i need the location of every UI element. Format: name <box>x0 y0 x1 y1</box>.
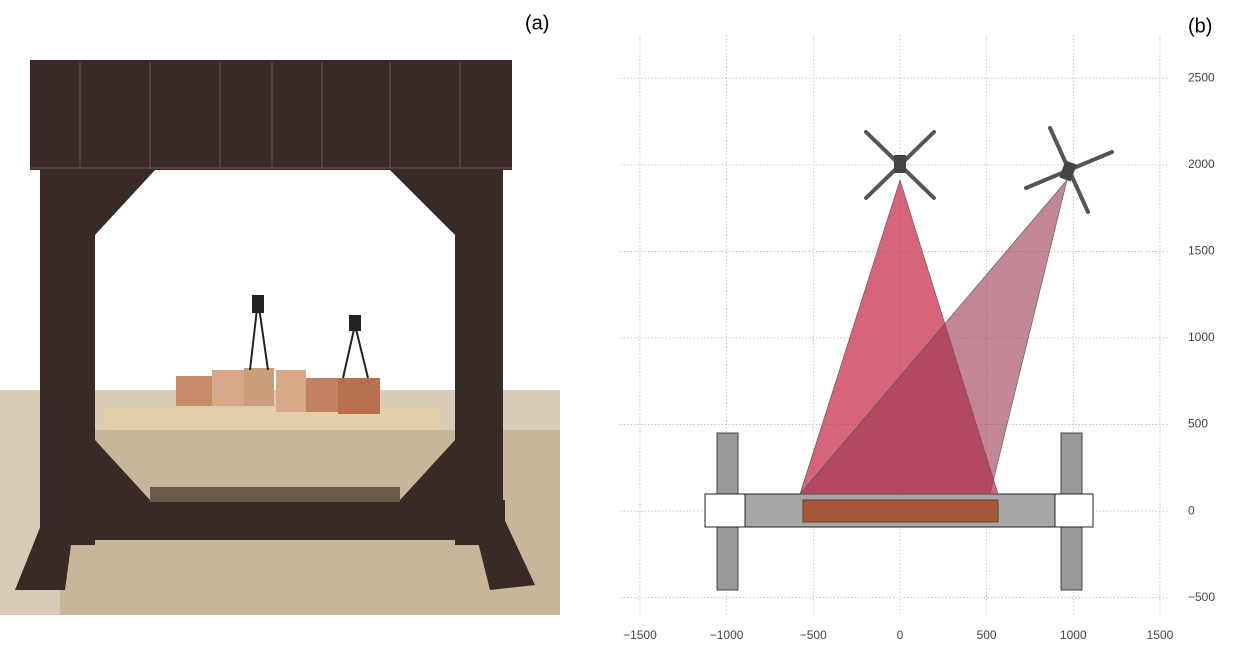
y-tick-label: 1500 <box>1188 244 1215 258</box>
camera <box>864 126 1114 214</box>
y-tick-label: 0 <box>1188 503 1195 517</box>
setup-plan <box>704 126 1114 591</box>
photo <box>0 60 560 615</box>
x-tick-label: −1500 <box>623 628 657 642</box>
view-cone <box>799 179 1068 495</box>
panel-label: (b) <box>1188 15 1212 37</box>
tripods <box>249 295 369 379</box>
frame-ribs <box>30 62 512 169</box>
beam-end <box>1054 493 1094 528</box>
y-tick-label: 1000 <box>1188 330 1215 344</box>
x-tick-label: 1000 <box>1060 628 1087 642</box>
y-tick-label: 2000 <box>1188 157 1215 171</box>
y-tick-label: −500 <box>1188 590 1215 604</box>
x-tick-label: −500 <box>800 628 827 642</box>
x-tick-label: 500 <box>977 628 997 642</box>
x-tick-label: 0 <box>897 628 904 642</box>
bricks <box>176 368 380 414</box>
wood <box>105 408 440 430</box>
x-tick-label: −1000 <box>710 628 744 642</box>
y-tick-label: 500 <box>1188 417 1208 431</box>
x-tick-label: 1500 <box>1147 628 1174 642</box>
panel-label: (a) <box>525 12 549 34</box>
wall <box>802 499 999 523</box>
beam-end <box>704 493 746 528</box>
steel-frame <box>15 60 535 590</box>
y-tick-label: 2500 <box>1188 70 1215 84</box>
